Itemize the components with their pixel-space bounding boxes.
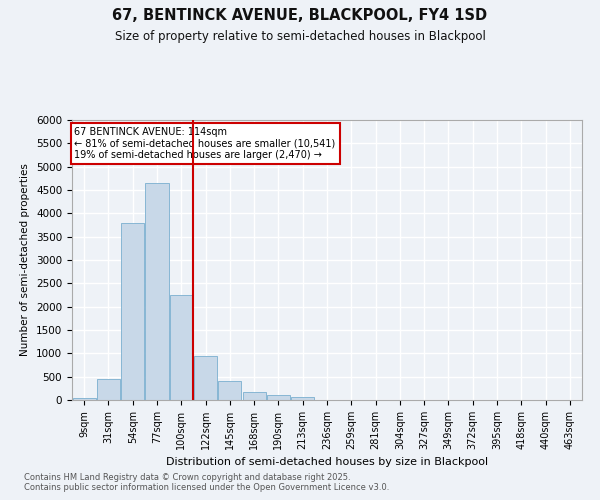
- Text: 67, BENTINCK AVENUE, BLACKPOOL, FY4 1SD: 67, BENTINCK AVENUE, BLACKPOOL, FY4 1SD: [112, 8, 488, 22]
- Bar: [218, 382, 241, 400]
- Text: Contains HM Land Registry data © Crown copyright and database right 2025.
Contai: Contains HM Land Registry data © Crown c…: [24, 473, 389, 492]
- X-axis label: Distribution of semi-detached houses by size in Blackpool: Distribution of semi-detached houses by …: [166, 458, 488, 468]
- Bar: [73, 398, 95, 400]
- Bar: [145, 183, 169, 400]
- Bar: [121, 222, 144, 400]
- Bar: [267, 396, 290, 400]
- Bar: [194, 356, 217, 400]
- Text: Size of property relative to semi-detached houses in Blackpool: Size of property relative to semi-detach…: [115, 30, 485, 43]
- Bar: [170, 295, 193, 400]
- Bar: [291, 396, 314, 400]
- Y-axis label: Number of semi-detached properties: Number of semi-detached properties: [20, 164, 31, 356]
- Bar: [242, 392, 266, 400]
- Text: 67 BENTINCK AVENUE: 114sqm
← 81% of semi-detached houses are smaller (10,541)
19: 67 BENTINCK AVENUE: 114sqm ← 81% of semi…: [74, 127, 335, 160]
- Bar: [97, 379, 120, 400]
